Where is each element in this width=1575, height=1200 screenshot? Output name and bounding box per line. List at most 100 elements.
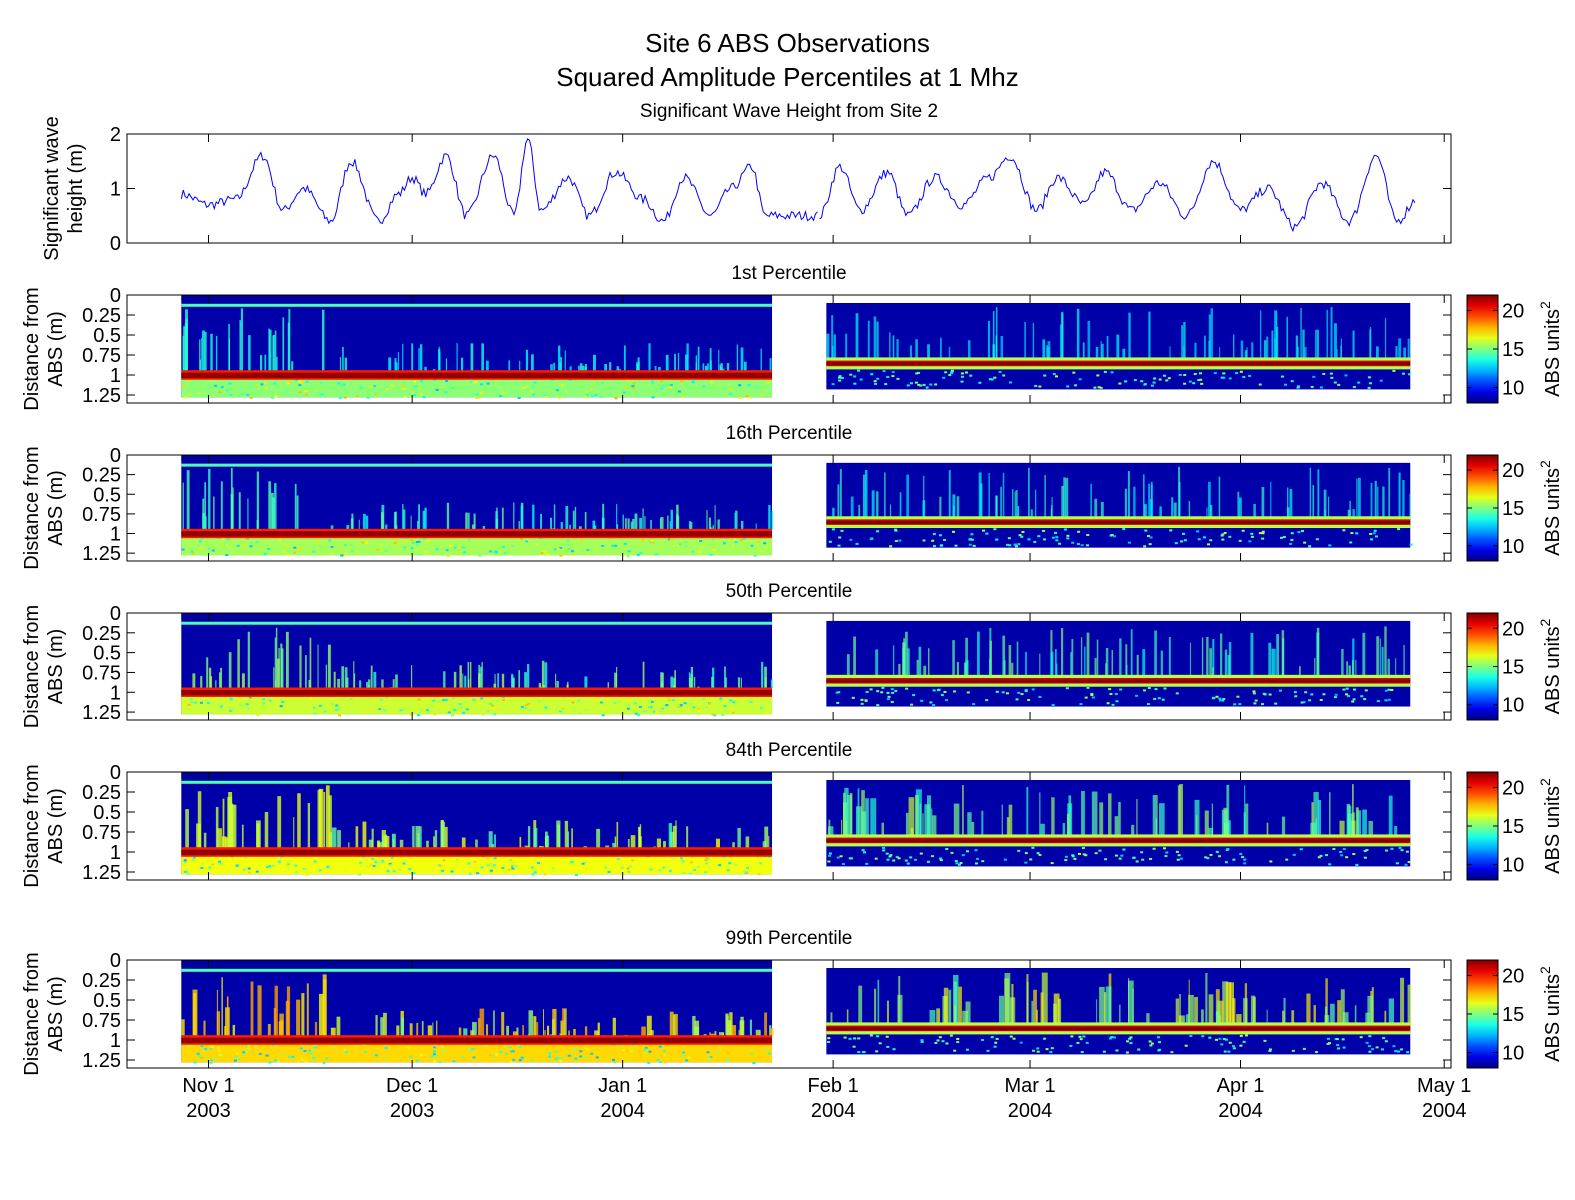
heatmap-speckle-2 (1017, 849, 1021, 852)
heatmap-speckle (667, 698, 671, 701)
heatmap-streak (508, 360, 511, 371)
heatmap-speckle (693, 868, 697, 871)
heatmap-speckle-2 (1007, 537, 1011, 540)
heatmap-streak-2 (1329, 792, 1331, 840)
heatmap-streak (215, 807, 219, 848)
heatmap-speckle (543, 393, 547, 396)
heatmap-streak (688, 520, 691, 530)
heatmap-speckle-2 (929, 701, 933, 704)
heatmap-streak (672, 677, 676, 689)
heatmap-bed-core-2 (826, 839, 1411, 843)
heatmap-streak (384, 835, 390, 848)
heatmap-speckle (503, 552, 507, 555)
heatmap-speckle (292, 1051, 296, 1054)
heatmap-speckle-2 (1050, 1047, 1054, 1050)
heatmap-speckle (508, 1045, 512, 1048)
heatmap-speckle-2 (1001, 691, 1005, 694)
heatmap-speckle-2 (970, 538, 974, 541)
heatmap-speckle (411, 541, 415, 544)
heatmap-streak-2 (1352, 638, 1355, 681)
heatmap-speckle (548, 1052, 552, 1055)
heatmap-speckle (486, 857, 490, 860)
heatmap-speckle (604, 866, 608, 869)
heatmap-speckle-2 (1235, 372, 1239, 375)
heatmap-streak-2 (1051, 797, 1055, 840)
heatmap-speckle (745, 395, 749, 398)
heatmap-streak-2 (1400, 977, 1405, 1028)
heatmap-streak (394, 358, 397, 371)
heatmap-speckle (430, 705, 434, 708)
heatmap-speckle-2 (945, 847, 949, 850)
heatmap-streak-2 (1178, 1015, 1185, 1028)
heatmap-speckle (207, 380, 211, 383)
heatmap-speckle (214, 384, 218, 387)
heatmap-speckle-2 (950, 369, 954, 372)
heatmap-speckle-2 (1241, 529, 1245, 532)
heatmap-speckle (522, 387, 526, 390)
heatmap-speckle-2 (1174, 542, 1178, 545)
heatmap-speckle (199, 701, 203, 704)
heatmap-speckle-2 (1409, 543, 1413, 546)
heatmap-streak-2 (1388, 467, 1391, 522)
heatmap-streak-2 (892, 645, 895, 681)
heatmap-streak (642, 661, 645, 689)
heatmap-speckle (697, 709, 701, 712)
heatmap-streak-2 (1125, 644, 1128, 681)
heatmap-speckle-2 (1143, 383, 1147, 386)
heatmap-speckle-2 (925, 386, 929, 389)
heatmap-speckle-2 (875, 1050, 879, 1053)
heatmap-streak-2 (1146, 1013, 1150, 1028)
heatmap-speckle-2 (1018, 534, 1022, 537)
heatmap-speckle-2 (931, 855, 935, 858)
heatmap-speckle-2 (1058, 542, 1062, 545)
heatmap-speckle-2 (1333, 381, 1337, 384)
heatmap-speckle (343, 868, 347, 871)
heatmap-speckle (357, 873, 361, 876)
heatmap-streak-2 (850, 496, 854, 522)
heatmap-speckle (268, 699, 272, 702)
heatmap-image-1 (181, 295, 1412, 400)
heatmap-streak (501, 507, 504, 530)
heatmap-speckle-2 (1400, 849, 1404, 852)
heatmap-speckle-2 (874, 857, 878, 860)
heatmap-speckle-2 (961, 375, 965, 378)
heatmap-speckle (313, 860, 317, 863)
heatmap-speckle (651, 541, 655, 544)
heatmap-speckle (326, 866, 330, 869)
heatmap-speckle (196, 1052, 200, 1055)
heatmap-streak-2 (1204, 810, 1209, 840)
heatmap-streak-2 (1008, 645, 1012, 681)
heatmap-streak-2 (1237, 491, 1240, 522)
heatmap-streak-2 (1061, 313, 1064, 363)
heatmap-streak (506, 1025, 510, 1036)
heatmap-streak (473, 513, 476, 530)
heatmap-speckle-2 (1390, 847, 1394, 850)
heatmap-streak (479, 1008, 485, 1036)
heatmap-speckle-2 (1398, 846, 1402, 849)
heatmap-streak-2 (1055, 649, 1057, 681)
heatmap-speckle-2 (1165, 851, 1169, 854)
heatmap-speckle (570, 860, 574, 863)
heatmap-speckle (602, 547, 606, 550)
heatmap-speckle (255, 870, 259, 873)
x-tick-label-0-line2: 2003 (186, 1100, 231, 1122)
heatmap-streak (737, 827, 741, 848)
heatmap-speckle-2 (1031, 688, 1035, 691)
heatmap-streak-2 (1006, 817, 1010, 840)
heatmap-speckle-2 (870, 373, 874, 376)
heatmap-speckle (305, 380, 309, 383)
heatmap-streak (726, 362, 730, 371)
heatmap-streak (660, 517, 664, 530)
heatmap-speckle (559, 546, 563, 549)
heatmap-speckle (293, 546, 297, 549)
heatmap-streak-2 (981, 810, 984, 840)
heatmap-speckle (260, 383, 264, 386)
heatmap-speckle (731, 544, 735, 547)
heatmap-speckle (247, 389, 251, 392)
heatmap-speckle-2 (1096, 374, 1100, 377)
heatmap-streak (694, 1026, 700, 1036)
heatmap-speckle (240, 393, 244, 396)
heatmap-transducer-line (181, 621, 773, 625)
heatmap-speckle-2 (939, 857, 943, 860)
heatmap-streak (734, 512, 736, 530)
